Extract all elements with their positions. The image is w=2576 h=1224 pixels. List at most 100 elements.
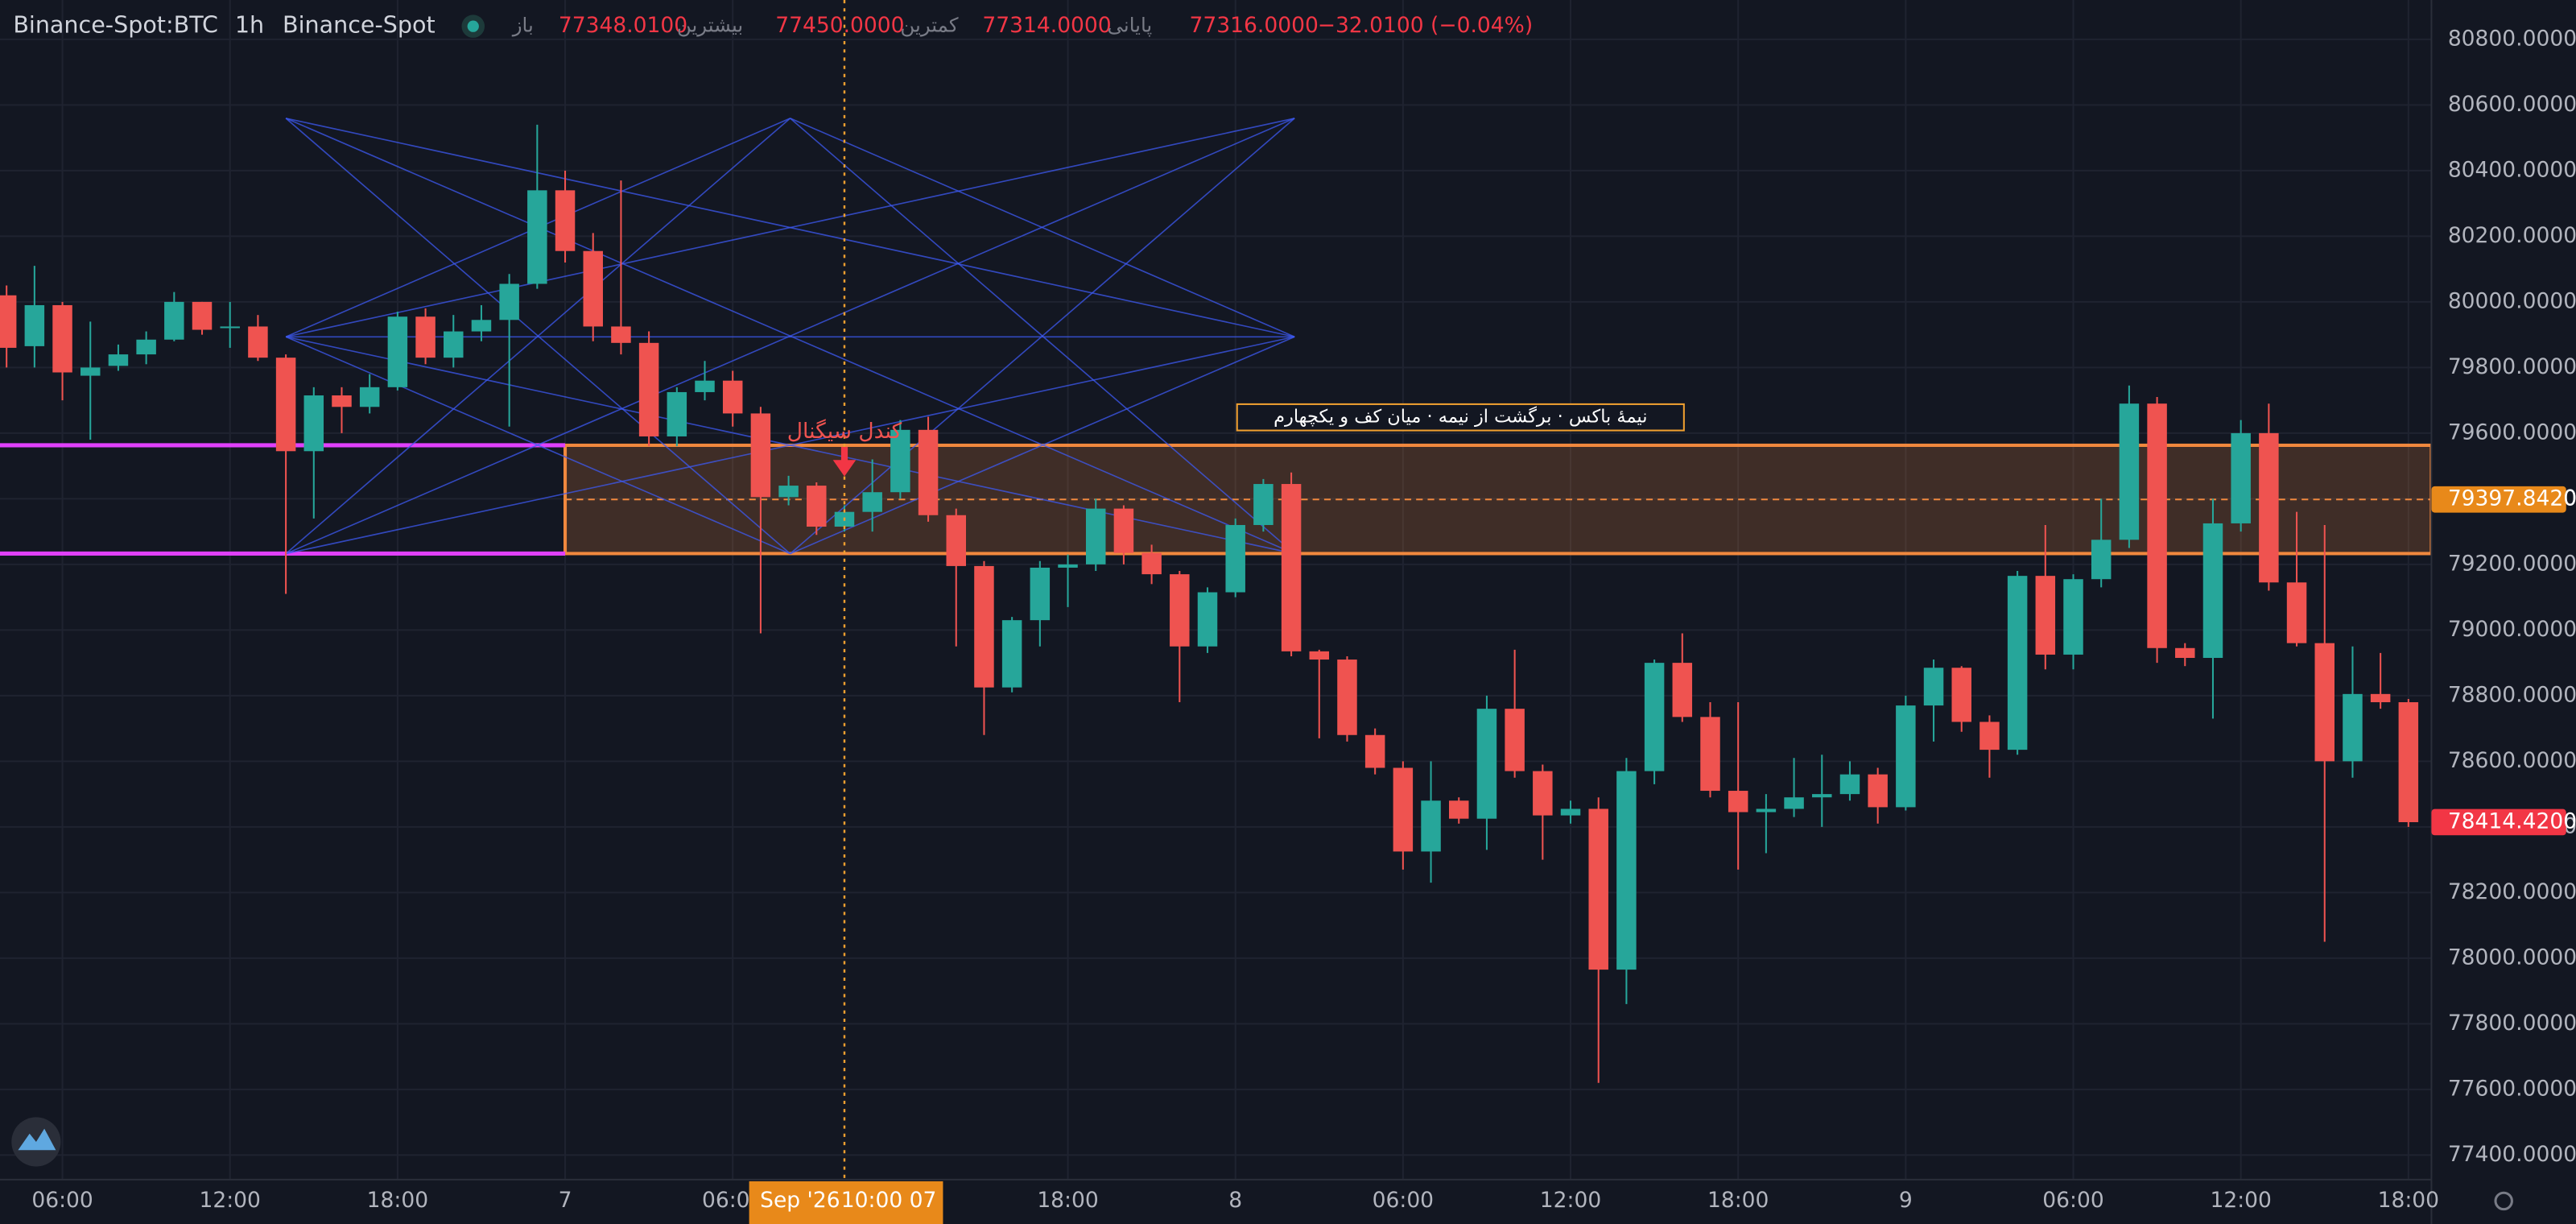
candle-body	[2091, 540, 2112, 580]
candle-body	[1253, 484, 1274, 525]
candle-body	[2119, 403, 2140, 540]
candle-body	[1476, 709, 1497, 819]
candle-body	[359, 387, 380, 407]
candle-body	[750, 413, 771, 498]
candle-body	[1030, 567, 1051, 621]
candle-body	[2314, 643, 2334, 762]
y-tick-label: 80800.0000	[2448, 26, 2576, 51]
candle-body	[1393, 767, 1414, 852]
candle-body	[2259, 432, 2279, 583]
candle-body	[2286, 582, 2307, 643]
axes: 77400.0000 77600.0000 77800.0000 78000.0000…	[31, 26, 2576, 1224]
candle-body	[527, 190, 547, 284]
x-tick-label: 06:00	[2042, 1188, 2103, 1213]
candle-body	[555, 190, 576, 251]
ohlc-label: باز	[511, 14, 534, 37]
candle-body	[220, 326, 240, 329]
y-tick-label: 80000.0000	[2448, 288, 2576, 313]
candle-body	[1113, 508, 1134, 553]
candle-body	[1700, 717, 1720, 792]
candle-body	[1364, 734, 1385, 768]
exchange: Binance-Spot	[283, 11, 436, 39]
candle-body	[1197, 592, 1218, 647]
x-tick-label: 9	[1899, 1188, 1913, 1213]
logo-mark[interactable]	[18, 1128, 56, 1151]
candle-body	[974, 565, 994, 688]
candles	[0, 124, 2419, 1083]
candle-body	[611, 326, 631, 343]
x-tick-label: 12:00	[1540, 1188, 1601, 1213]
candle-body	[1839, 774, 1860, 795]
last-price-label: 78414.4200	[2448, 808, 2576, 833]
candle-body	[415, 316, 436, 358]
candle-body	[80, 367, 101, 376]
interval: 1h	[235, 11, 264, 39]
mid-price-tag	[2431, 486, 2566, 513]
y-tick-label: 79600.0000	[2448, 420, 2576, 445]
candle-body	[136, 339, 156, 355]
y-tick-label: 77800.0000	[2448, 1011, 2576, 1036]
candle-body	[499, 283, 519, 320]
ohlc-value: 77314.0000	[982, 13, 1111, 38]
candle-body	[2035, 576, 2056, 655]
fan-line	[285, 118, 1295, 555]
candle-body	[1951, 668, 1971, 722]
y-tick-label: 80400.0000	[2448, 157, 2576, 182]
fan-line	[790, 118, 1295, 338]
signal-label: کندل سیگنال	[787, 419, 902, 444]
x-tick-label: 06:00	[31, 1188, 93, 1213]
annotation-box	[1236, 403, 1685, 432]
candle-body	[2343, 693, 2363, 762]
candle-body	[1672, 663, 1693, 717]
header: Binance-Spot:BTC 1h Binance-Spot باز 773…	[13, 11, 1533, 39]
x-tick-label: 18:00	[367, 1188, 428, 1213]
candle-body	[2202, 523, 2223, 659]
candle-body	[1505, 709, 1525, 771]
annotation: نیمهٔ باکس · برگشت از نیمه · میان کف و ی…	[1274, 406, 1647, 428]
mid-price-label: 79397.8420	[2448, 486, 2576, 511]
candle-body	[1058, 564, 1078, 568]
signal-arrow	[832, 446, 857, 477]
candle-body	[918, 429, 939, 515]
candle-body	[1170, 574, 1190, 647]
status-dot	[467, 20, 479, 32]
settings[interactable]	[2494, 1191, 2513, 1211]
candle-body	[890, 429, 910, 493]
ohlc-value: 77316.0000	[1190, 13, 1319, 38]
candle-body	[1309, 651, 1330, 660]
candle-body	[1281, 484, 1302, 651]
y-tick-label: 77600.0000	[2448, 1076, 2576, 1101]
logo[interactable]	[11, 1117, 61, 1167]
crosshair-date: Sep '26	[760, 1188, 840, 1213]
candle-body	[2175, 647, 2195, 659]
candle-body	[2007, 576, 2028, 751]
x-tick-label: 18:00	[1037, 1188, 1098, 1213]
crosshair-time: 10:00 07	[841, 1188, 937, 1213]
candle-body	[1644, 663, 1665, 771]
x-tick-label: 8	[1228, 1188, 1242, 1213]
candle-body	[695, 380, 715, 392]
ohlc-value: 77348.0100	[559, 13, 687, 38]
x-tick-label: 7	[559, 1188, 572, 1213]
y-tick-label: 79800.0000	[2448, 354, 2576, 379]
candle-body	[1896, 705, 1916, 808]
x-tick-label: 18:00	[1707, 1188, 1769, 1213]
candle-body	[164, 301, 184, 340]
candle-body	[1001, 620, 1022, 688]
candle-body	[1085, 508, 1106, 564]
x-tick-label: 18:00	[2378, 1188, 2439, 1213]
settings-icon[interactable]	[2494, 1191, 2513, 1211]
candle-body	[1868, 774, 1888, 808]
y-tick-label: 78800.0000	[2448, 682, 2576, 707]
candle-body	[946, 515, 966, 566]
fan-line	[285, 336, 791, 555]
candle-body	[24, 304, 45, 346]
candle-body	[303, 395, 324, 452]
candle-body	[862, 492, 882, 512]
fan-line	[790, 336, 1295, 555]
last-price-tag	[2431, 808, 2566, 836]
candle-body	[332, 395, 352, 407]
candle-body	[778, 486, 799, 498]
candle-body	[667, 391, 687, 436]
gann-drawing	[285, 118, 1295, 555]
